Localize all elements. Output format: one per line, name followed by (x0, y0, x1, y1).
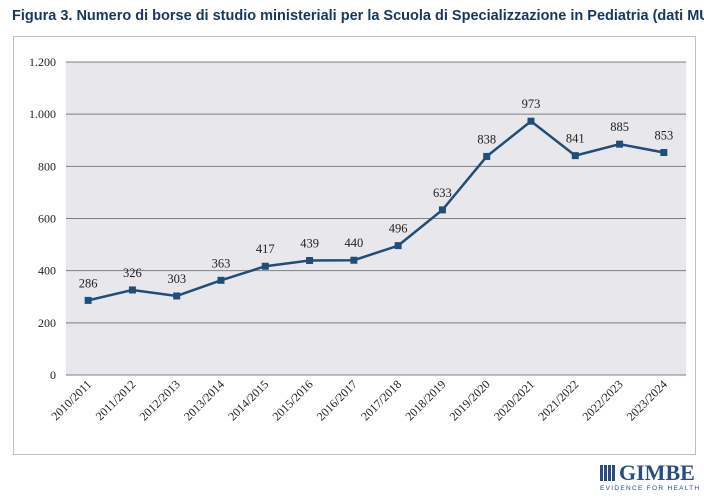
data-label: 633 (433, 186, 452, 200)
x-tick-label: 2014/2015 (225, 377, 271, 423)
x-tick-label: 2019/2020 (447, 377, 493, 423)
data-point (128, 286, 136, 294)
data-point (394, 242, 402, 250)
data-label: 440 (344, 236, 363, 250)
x-tick-label: 2013/2014 (181, 377, 227, 423)
series-line (87, 119, 665, 302)
chart-title: Figura 3. Numero di borse di studio mini… (12, 8, 704, 24)
data-point (483, 152, 491, 160)
data-point (173, 292, 181, 300)
data-label: 303 (167, 272, 186, 286)
x-tick-label: 2010/2011 (48, 377, 94, 423)
x-tick-label: 2017/2018 (358, 377, 404, 423)
x-tick-label: 2023/2024 (624, 377, 670, 423)
data-point (84, 296, 92, 304)
x-tick-label: 2021/2022 (535, 377, 581, 423)
x-tick-label: 2022/2023 (579, 377, 625, 423)
logo-name: GIMBE (619, 460, 695, 485)
data-label: 326 (123, 266, 142, 280)
data-point (261, 262, 269, 270)
y-tick-label: 800 (38, 159, 56, 173)
y-tick-label: 0 (50, 368, 56, 382)
x-tick-label: 2012/2013 (137, 377, 183, 423)
data-point (616, 140, 624, 148)
data-label: 838 (477, 132, 496, 146)
data-point (571, 152, 579, 160)
data-label: 973 (522, 97, 541, 111)
data-label: 841 (566, 132, 585, 146)
x-tick-label: 2018/2019 (402, 377, 448, 423)
data-label: 417 (256, 242, 275, 256)
data-label: 885 (610, 120, 629, 134)
x-tick-label: 2011/2012 (93, 377, 139, 423)
y-tick-label: 200 (38, 316, 56, 330)
data-point (527, 117, 535, 125)
chart-frame (13, 36, 696, 455)
data-point (350, 256, 358, 264)
x-tick-label: 2016/2017 (314, 377, 360, 423)
y-tick-label: 1.200 (29, 55, 56, 69)
logo-tagline: EVIDENCE FOR HEALTH (600, 485, 701, 492)
x-tick-label: 2020/2021 (491, 377, 537, 423)
data-point (306, 256, 314, 264)
y-tick-label: 400 (38, 264, 56, 278)
data-point (217, 276, 225, 284)
data-label: 853 (654, 129, 673, 143)
data-point (660, 149, 668, 157)
y-tick-label: 1.000 (29, 107, 56, 121)
x-tick-label: 2015/2016 (269, 377, 315, 423)
data-label: 363 (212, 256, 231, 270)
data-label: 286 (79, 276, 98, 290)
data-label: 496 (389, 222, 408, 236)
logo-mark-icon (600, 465, 616, 481)
data-point (438, 206, 446, 214)
data-label: 439 (300, 236, 319, 250)
y-tick-label: 600 (38, 212, 56, 226)
